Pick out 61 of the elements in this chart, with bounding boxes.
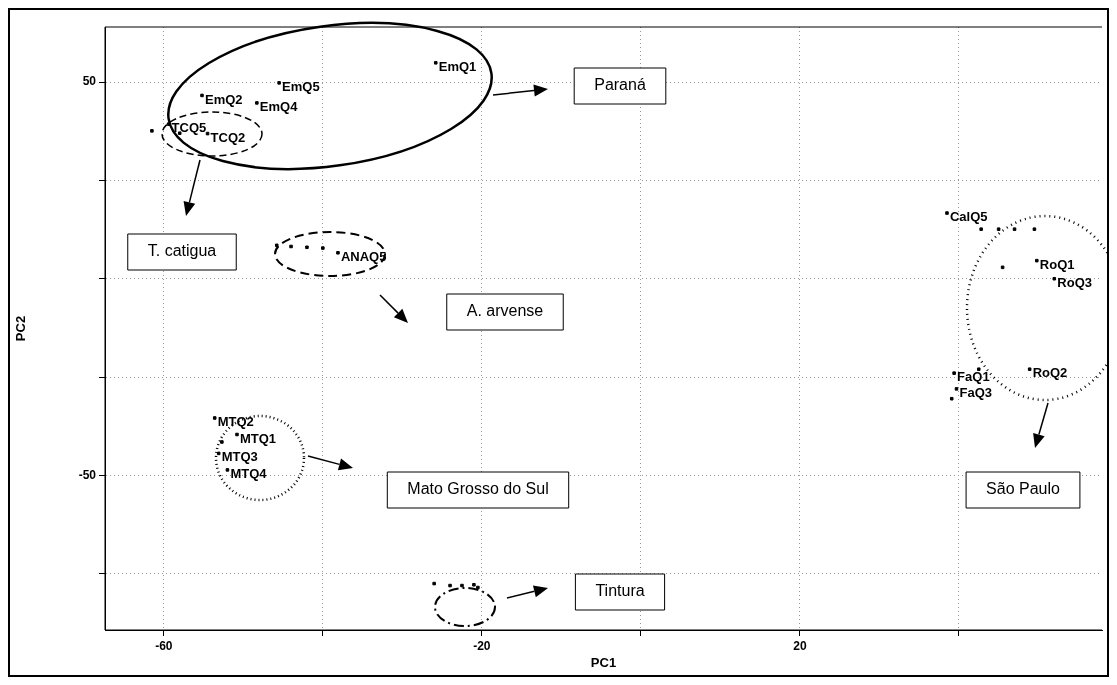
data-label: TCQ2 xyxy=(210,129,246,145)
point xyxy=(976,367,981,371)
annotation: Tintura xyxy=(595,582,645,600)
point xyxy=(277,81,281,85)
data-label: MTQ1 xyxy=(239,430,277,446)
data-label: EmQ5 xyxy=(282,78,320,94)
point xyxy=(476,585,480,590)
point xyxy=(220,440,224,444)
data-label: MTQ4 xyxy=(230,465,268,481)
x-tick-label: -20 xyxy=(473,638,491,653)
data-label: CalQ5 xyxy=(949,209,988,225)
point xyxy=(1052,276,1057,281)
point xyxy=(212,416,217,420)
point xyxy=(1000,265,1005,270)
annotation: A. arvense xyxy=(466,302,544,320)
point xyxy=(200,93,204,98)
point xyxy=(949,396,954,401)
point xyxy=(321,246,325,250)
point xyxy=(1035,258,1039,263)
point xyxy=(979,227,983,231)
data-label: RoQ1 xyxy=(1039,256,1075,272)
point xyxy=(289,244,293,249)
data-label: EmQ1 xyxy=(438,58,477,74)
point xyxy=(448,583,452,588)
annotation: Paraná xyxy=(594,76,646,94)
point xyxy=(150,129,154,133)
point xyxy=(945,211,949,215)
data-label: FaQ1 xyxy=(957,369,990,385)
y-tick-label: 50 xyxy=(82,74,97,89)
data-label: EmQ4 xyxy=(259,98,299,114)
point xyxy=(433,61,438,65)
point xyxy=(472,582,476,587)
annotation: São Paulo xyxy=(986,480,1061,498)
point xyxy=(235,432,239,437)
point xyxy=(336,251,340,255)
data-label: RoQ3 xyxy=(1057,274,1092,290)
data-label: EmQ2 xyxy=(205,91,243,107)
point xyxy=(954,387,959,391)
point xyxy=(1027,367,1032,371)
data-label: RoQ2 xyxy=(1032,365,1068,381)
point xyxy=(225,468,230,472)
x-tick-label: -60 xyxy=(155,638,173,653)
y-tick-label: -50 xyxy=(78,467,97,482)
x-axis-title: PC1 xyxy=(590,654,617,670)
data-label: MTQ2 xyxy=(217,414,254,430)
point xyxy=(1012,227,1017,231)
data-label: MTQ3 xyxy=(221,449,258,465)
point xyxy=(305,245,309,250)
annotation: Mato Grosso do Sul xyxy=(407,480,549,498)
point xyxy=(460,583,464,588)
data-label: FaQ3 xyxy=(959,384,993,400)
x-tick-label: 20 xyxy=(793,638,807,653)
point xyxy=(274,243,279,248)
point xyxy=(216,451,221,456)
point xyxy=(952,371,956,375)
point xyxy=(996,227,1001,231)
point xyxy=(1032,227,1037,231)
annotation: T. catigua xyxy=(147,242,217,260)
y-axis-title: PC2 xyxy=(13,315,29,342)
point xyxy=(432,581,436,586)
point xyxy=(255,101,259,105)
